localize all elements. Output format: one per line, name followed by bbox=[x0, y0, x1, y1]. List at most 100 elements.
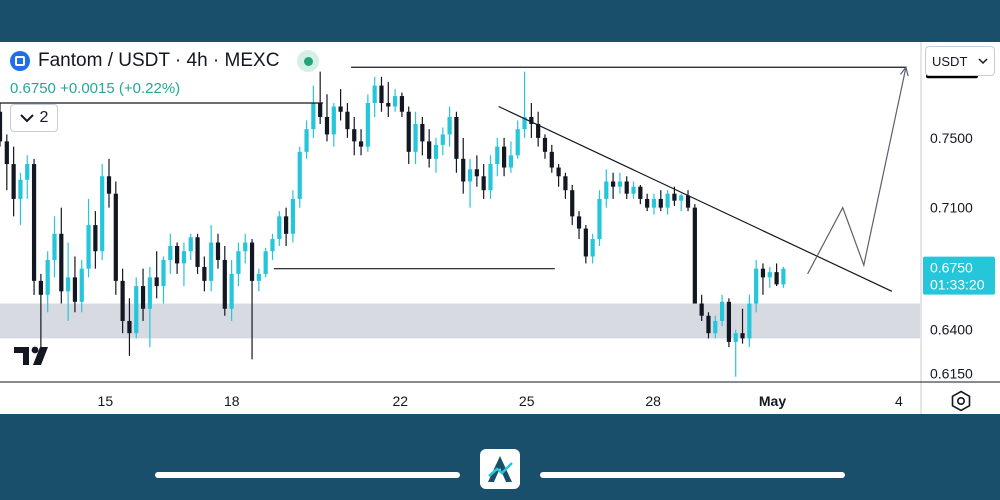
candle-body bbox=[447, 116, 452, 135]
candle-body bbox=[495, 146, 500, 165]
symbol-title: Fantom / USDT · 4h · MEXC bbox=[38, 50, 280, 71]
settings-hexagon-icon[interactable] bbox=[950, 390, 972, 412]
candle-body bbox=[508, 155, 514, 168]
candle-body bbox=[175, 246, 180, 264]
candle-body bbox=[672, 193, 677, 201]
candle-body bbox=[754, 268, 759, 304]
time-tick-label: 15 bbox=[98, 393, 114, 409]
candle-body bbox=[474, 169, 479, 177]
tradingview-logo-icon bbox=[14, 346, 48, 365]
candle-body bbox=[774, 272, 779, 285]
candle-body bbox=[215, 242, 221, 260]
candlestick-chart[interactable]: 0.75000.71000.64000.61500.79050.675001:3… bbox=[0, 42, 1000, 414]
candle-body bbox=[563, 176, 568, 191]
candle-body bbox=[767, 272, 772, 278]
candle-body bbox=[733, 333, 738, 342]
candle-body bbox=[66, 277, 71, 292]
candle-body bbox=[188, 237, 193, 252]
candle-body bbox=[488, 164, 493, 191]
candle-body bbox=[86, 225, 91, 269]
price-tick-label: 0.6400 bbox=[930, 322, 973, 338]
candle-body bbox=[515, 129, 520, 156]
candle-body bbox=[100, 176, 105, 252]
candle-body bbox=[120, 280, 125, 321]
indicator-count: 2 bbox=[39, 109, 49, 126]
candle-body bbox=[263, 251, 268, 274]
projection-arrowhead bbox=[899, 65, 909, 77]
symbol-header[interactable]: Fantom / USDT · 4h · MEXC bbox=[10, 50, 320, 72]
candle-body bbox=[624, 181, 629, 194]
candle-body bbox=[522, 116, 527, 130]
candle-body bbox=[617, 181, 623, 187]
chevron-down-icon bbox=[978, 57, 988, 64]
price-change: +0.0015 (+0.22%) bbox=[60, 80, 181, 97]
countdown-label: 01:33:20 bbox=[930, 277, 985, 293]
currency-select-value: USDT bbox=[932, 53, 968, 69]
candle-body bbox=[549, 151, 554, 168]
candle-body bbox=[692, 207, 697, 304]
candle-body bbox=[645, 198, 650, 208]
candle-body bbox=[127, 320, 132, 334]
candle-body bbox=[719, 301, 725, 321]
fantom-coin-icon bbox=[10, 51, 30, 71]
candle-body bbox=[570, 190, 575, 217]
candle-body bbox=[79, 268, 84, 302]
candle-body bbox=[324, 116, 330, 135]
candle-body bbox=[249, 242, 255, 281]
candle-body bbox=[665, 193, 670, 208]
candle-body bbox=[760, 268, 766, 278]
candle-body bbox=[386, 103, 391, 107]
indicators-collapse-button[interactable]: 2 bbox=[10, 104, 58, 132]
candle-body bbox=[147, 277, 152, 309]
demand-zone bbox=[0, 303, 920, 339]
candle-body bbox=[209, 242, 214, 281]
candle-body bbox=[583, 228, 588, 257]
candle-body bbox=[256, 273, 261, 281]
candle-body bbox=[161, 259, 166, 287]
candle-body bbox=[358, 141, 364, 147]
candle-body bbox=[747, 303, 752, 339]
candle-body bbox=[631, 186, 636, 194]
candle-body bbox=[604, 181, 609, 199]
candle-body bbox=[461, 158, 466, 182]
candle-body bbox=[243, 242, 248, 252]
candle-body bbox=[597, 198, 602, 240]
candle-body bbox=[277, 216, 282, 240]
candle-body bbox=[406, 111, 411, 152]
candle-body bbox=[222, 259, 227, 309]
candle-body bbox=[345, 111, 350, 130]
time-tick-label: 22 bbox=[393, 393, 409, 409]
time-tick-label: 4 bbox=[895, 393, 903, 409]
candle-body bbox=[679, 195, 684, 201]
candle-body bbox=[536, 123, 541, 138]
candle-body bbox=[481, 176, 486, 191]
candle-body bbox=[658, 198, 663, 208]
candle-body bbox=[542, 137, 548, 152]
candle-body bbox=[52, 233, 57, 260]
candle-body bbox=[304, 129, 309, 152]
top-frame bbox=[0, 0, 1000, 42]
candle-body bbox=[270, 239, 275, 252]
candle-body bbox=[713, 320, 718, 334]
candle-body bbox=[420, 123, 425, 142]
candle-body bbox=[699, 303, 704, 316]
candle-body bbox=[454, 116, 459, 159]
current-price-label: 0.6750 bbox=[930, 260, 973, 276]
candle-body bbox=[106, 176, 112, 194]
analyst-logo-icon bbox=[480, 449, 520, 489]
currency-select[interactable]: USDT bbox=[925, 46, 995, 76]
candle-body bbox=[433, 144, 439, 159]
candle-body bbox=[331, 106, 336, 135]
candle-body bbox=[590, 239, 595, 257]
candle-body bbox=[610, 181, 616, 187]
candle-body bbox=[284, 216, 289, 234]
candle-body bbox=[427, 141, 432, 159]
candle-body bbox=[25, 164, 30, 180]
projection-path bbox=[807, 67, 907, 275]
candle-body bbox=[440, 134, 445, 145]
candle-body bbox=[372, 85, 377, 104]
last-price: 0.6750 bbox=[10, 80, 56, 97]
price-tick-label: 0.7100 bbox=[930, 200, 973, 216]
candle-body bbox=[297, 151, 302, 199]
candle-body bbox=[781, 268, 786, 285]
